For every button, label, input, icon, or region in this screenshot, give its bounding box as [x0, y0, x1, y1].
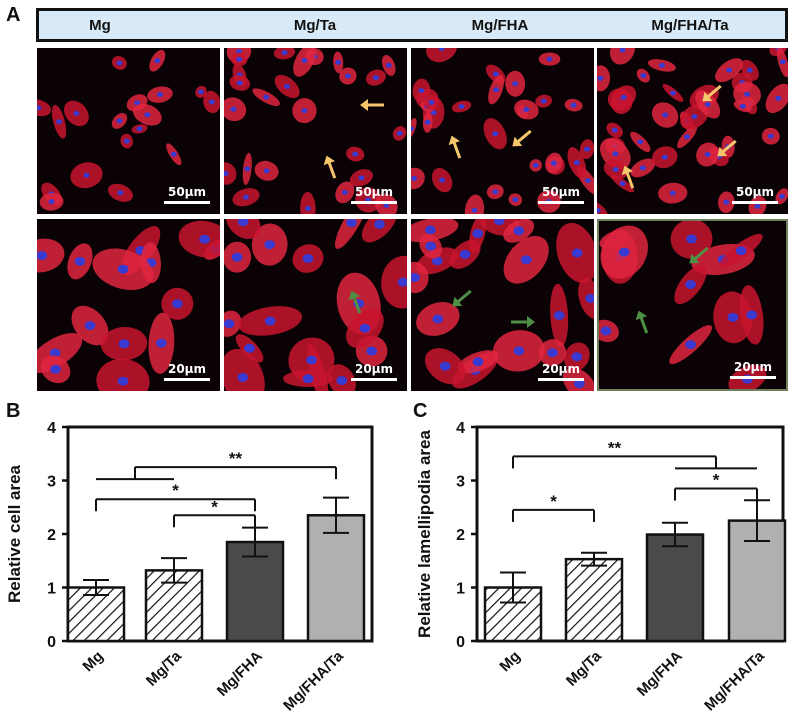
scale-bar-label: 20μm: [354, 362, 394, 376]
y-tick-label: 1: [47, 581, 56, 598]
category-label: Mg/Ta: [143, 647, 185, 689]
pointer-arrow-icon: [717, 139, 737, 157]
pointer-arrow-icon: [511, 316, 535, 328]
y-tick-label: 2: [456, 527, 465, 544]
bar-lamellipodia-area-1: [564, 557, 624, 643]
y-tick-label: 2: [47, 527, 56, 544]
scale-bar-line: [730, 376, 776, 379]
panel-letter-b: B: [6, 400, 21, 422]
micrograph-mg-high-mag: 20μm: [37, 219, 220, 391]
significance-label: **: [229, 449, 243, 468]
category-label: Mg: [496, 648, 523, 675]
y-tick-label: 4: [456, 420, 465, 437]
scale-bar-line: [732, 201, 778, 204]
scale-bar-label: 50μm: [354, 185, 394, 199]
category-label: Mg/FHA: [214, 648, 266, 700]
bar-lamellipodia-area-2: [645, 533, 705, 643]
header-label-mg-fha-ta: Mg/FHA/Ta: [651, 17, 729, 34]
scale-bar-line: [538, 201, 584, 204]
scale-bar-label: 20μm: [541, 362, 581, 376]
scale-bar-line: [538, 378, 584, 381]
micrograph-mg-low-mag: 50μm: [37, 48, 220, 214]
scale-bar-line: [164, 378, 210, 381]
category-label: Mg/FHA/Ta: [701, 647, 768, 714]
bar-cell-area-0: [66, 586, 126, 643]
bar-cell-area-2: [225, 540, 285, 643]
y-tick-label: 0: [456, 634, 465, 651]
pointer-arrow-icon: [323, 155, 337, 179]
micrograph-mg-fha-high-mag: 20μm: [411, 219, 594, 391]
scale-bar: 50μm: [164, 185, 210, 204]
micrograph-mg-fha-ta-low-mag: 50μm: [597, 48, 788, 214]
pointer-arrow-icon: [448, 135, 462, 159]
scale-bar-line: [351, 378, 397, 381]
scale-bar-label: 20μm: [733, 360, 773, 374]
category-label: Mg/FHA: [634, 648, 686, 700]
pointer-arrow-icon: [689, 246, 709, 264]
header-label-mg-ta: Mg/Ta: [293, 17, 337, 34]
header-label-mg: Mg: [89, 17, 111, 34]
significance-label: *: [172, 481, 179, 500]
scale-bar-label: 50μm: [541, 185, 581, 199]
pointer-arrow-icon: [512, 129, 532, 147]
significance-label: *: [550, 492, 557, 511]
group-header-bar: [36, 8, 788, 42]
scale-bar-label: 20μm: [167, 362, 207, 376]
micrograph-mg-fha-ta-high-mag: 20μm: [597, 219, 788, 391]
scale-bar-line: [351, 201, 397, 204]
y-axis-label-cell-area: Relative cell area: [5, 464, 24, 603]
significance-label: *: [713, 471, 720, 490]
scale-bar: 50μm: [732, 185, 778, 204]
pointer-arrow-icon: [452, 289, 472, 307]
header-label-mg-fha: Mg/FHA: [471, 17, 529, 34]
scale-bar: 20μm: [538, 362, 584, 381]
bar-cell-area-3: [306, 514, 366, 643]
pointer-arrow-icon: [621, 165, 635, 189]
micrograph-mg-ta-high-mag: 20μm: [224, 219, 407, 391]
y-tick-label: 1: [456, 581, 465, 598]
y-tick-label: 4: [47, 420, 56, 437]
panel-letter-c: C: [413, 400, 428, 422]
pointer-arrow-icon: [360, 99, 384, 111]
significance-label: **: [608, 438, 622, 457]
category-label: Mg/FHA/Ta: [280, 647, 347, 714]
y-tick-label: 3: [47, 474, 56, 491]
pointer-arrow-icon: [702, 84, 722, 102]
scale-bar: 50μm: [351, 185, 397, 204]
micrograph-mg-ta-low-mag: 50μm: [224, 48, 407, 214]
category-label: Mg: [79, 648, 106, 675]
scale-bar: 20μm: [164, 362, 210, 381]
scale-bar-label: 50μm: [167, 185, 207, 199]
category-label: Mg/Ta: [563, 647, 605, 689]
y-tick-label: 0: [47, 634, 56, 651]
panel-letter-a: A: [6, 4, 21, 26]
y-tick-label: 3: [456, 474, 465, 491]
scale-bar-line: [164, 201, 210, 204]
pointer-arrow-icon: [348, 290, 362, 314]
scale-bar-label: 50μm: [735, 185, 775, 199]
scale-bar: 20μm: [351, 362, 397, 381]
significance-label: *: [211, 497, 218, 516]
micrograph-mg-fha-low-mag: 50μm: [411, 48, 594, 214]
scale-bar: 20μm: [730, 360, 776, 379]
scale-bar: 50μm: [538, 185, 584, 204]
pointer-arrow-icon: [635, 310, 649, 334]
y-axis-label-lamellipodia-area: Relative lamellipodia area: [415, 430, 434, 638]
